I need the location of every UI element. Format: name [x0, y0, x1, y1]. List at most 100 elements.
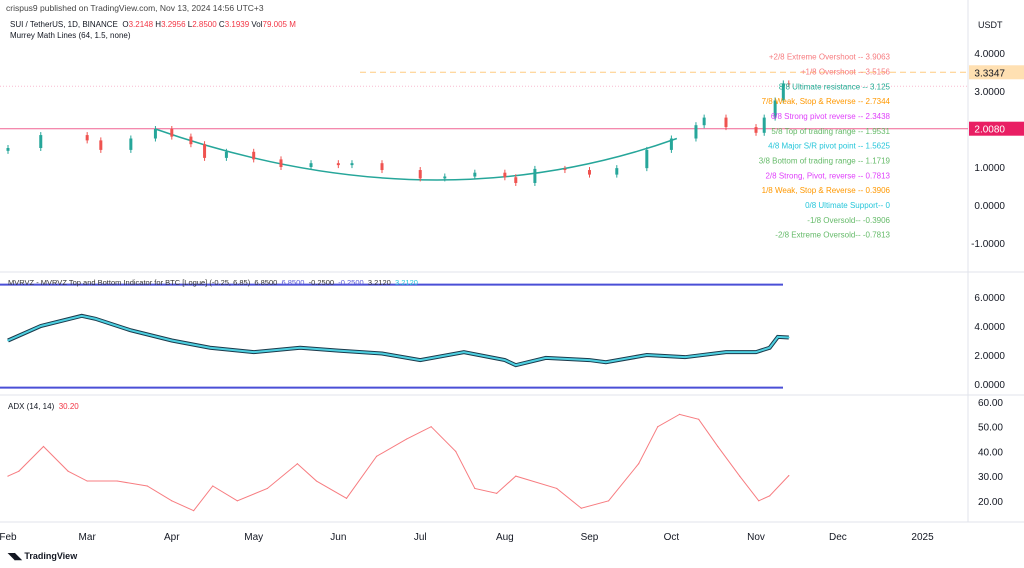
murrey-legend[interactable]: Murrey Math Lines (64, 1.5, none)	[10, 31, 131, 40]
volume-value: 79.005 M	[262, 20, 296, 29]
adx-point	[67, 470, 69, 472]
adx-point	[474, 487, 476, 490]
mvrvz-point	[588, 359, 591, 361]
mvrvz-v3b: 3.2120	[394, 278, 418, 287]
mvrvz-point	[7, 339, 9, 342]
candle	[773, 100, 777, 118]
mvrvz-point	[646, 354, 648, 356]
mvrvz-tick-label: 6.0000	[974, 293, 1005, 304]
price-tick-label: 0.0000	[974, 201, 1005, 212]
adx-point	[717, 445, 719, 448]
line-price-badge-text: 2.0080	[974, 125, 1005, 136]
candle	[514, 177, 518, 183]
mvrvz-point	[514, 364, 517, 366]
adx-legend[interactable]: ADX (14, 14) 30.20	[8, 402, 79, 411]
mvrvz-tick-label: 2.0000	[974, 351, 1005, 362]
mvrvz-tick-label: 0.0000	[974, 380, 1005, 391]
mvrvz-point	[725, 351, 727, 353]
cup-curve	[155, 128, 678, 181]
mvrvz-point	[768, 346, 771, 349]
price-tick-label: 3.0000	[974, 87, 1005, 98]
candle	[189, 136, 193, 145]
mvrvz-v2: -0.2500	[308, 278, 335, 287]
mvrvz-point	[39, 325, 42, 327]
candle	[39, 135, 43, 148]
mvrvz-v3: 3.2120	[367, 278, 391, 287]
low-label: L	[187, 20, 193, 29]
x-tick-label: Feb	[0, 532, 17, 543]
x-tick-label: 2025	[911, 532, 934, 543]
price-tick-label: 4.0000	[974, 49, 1005, 60]
candle	[694, 125, 698, 139]
candle	[252, 151, 256, 160]
adx-point	[608, 500, 610, 502]
adx-value: 30.20	[58, 402, 79, 411]
mvrvz-legend[interactable]: MVRVZ - MVRVZ Top and Bottom Indicator f…	[8, 278, 418, 287]
tradingview-logo[interactable]: ◥◣ TradingView	[8, 551, 77, 562]
mvrvz-point	[419, 359, 422, 361]
adx-point	[678, 413, 681, 415]
candle	[645, 149, 649, 169]
mvrvz-point	[337, 349, 340, 352]
price-tick-label: 1.0000	[974, 163, 1005, 174]
mvrvz-v1: 6.8500	[254, 278, 278, 287]
candle	[153, 129, 157, 139]
mvrvz-point	[80, 315, 83, 317]
mvrvz-point	[94, 317, 97, 320]
candle	[754, 127, 758, 133]
murrey-level-label: +1/8 Overshoot -- 3.5156	[801, 67, 891, 76]
adx-point	[212, 485, 214, 487]
tradingview-logo-icon: ◥◣	[8, 551, 25, 561]
symbol-legend: SUI / TetherUS, 1D, BINANCE O3.2148 H3.2…	[10, 20, 296, 29]
x-tick-label: Jun	[330, 532, 346, 543]
mvrvz-point	[504, 359, 506, 361]
mvrvz-point	[171, 339, 173, 342]
currency-label[interactable]: USDT	[978, 20, 1003, 30]
mvrvz-line-outline	[7, 313, 789, 368]
mvrvz-point	[755, 351, 757, 353]
adx-point	[698, 418, 700, 420]
murrey-level-label: 8/8 Ultimate resistance -- 3.125	[779, 82, 891, 91]
murrey-level-label: +2/8 Extreme Overshoot -- 3.9063	[769, 53, 891, 62]
mvrvz-point	[777, 336, 779, 338]
adx-point	[86, 480, 88, 482]
adx-point	[455, 450, 457, 452]
adx-point	[236, 500, 238, 502]
murrey-level-label: 2/8 Strong, Pivot, reverse -- 0.7813	[765, 171, 890, 180]
adx-point	[788, 475, 790, 477]
candle	[224, 151, 228, 158]
adx-point	[430, 426, 432, 428]
candle	[443, 176, 447, 179]
murrey-level-label: 6/8 Strong pivot reverse -- 2.3438	[771, 112, 891, 121]
candle	[170, 129, 174, 137]
adx-tick-label: 30.00	[978, 472, 1003, 483]
murrey-level-label: 4/8 Major S/R pivot point -- 1.5625	[768, 142, 890, 151]
adx-point	[42, 445, 45, 448]
x-tick-label: Apr	[164, 532, 180, 543]
open-label: O	[122, 20, 129, 29]
candle	[563, 168, 567, 171]
low-value: 2.8500	[192, 20, 217, 29]
volume-label: Vol	[251, 20, 263, 29]
murrey-level-label: 5/8 Top of trading range -- 1.9531	[771, 127, 890, 136]
adx-point	[580, 507, 582, 509]
candle	[587, 170, 591, 175]
close-value: 3.1939	[224, 20, 250, 29]
candle	[279, 159, 283, 167]
x-tick-label: Nov	[747, 532, 765, 543]
adx-point	[18, 470, 20, 472]
candle	[615, 168, 619, 175]
mvrvz-point	[605, 361, 607, 364]
price-tick-label: -1.0000	[971, 239, 1005, 250]
open-value: 3.2148	[128, 20, 154, 29]
candle	[533, 168, 537, 183]
mvrvz-tick-label: 4.0000	[974, 322, 1005, 333]
adx-tick-label: 50.00	[978, 423, 1003, 434]
symbol-name[interactable]: SUI / TetherUS, 1D, BINANCE	[10, 20, 118, 29]
close-label: C	[218, 20, 225, 29]
candle	[350, 163, 354, 166]
adx-tick-label: 20.00	[978, 497, 1003, 508]
mvrvz-title: MVRVZ - MVRVZ Top and Bottom Indicator f…	[8, 278, 251, 287]
